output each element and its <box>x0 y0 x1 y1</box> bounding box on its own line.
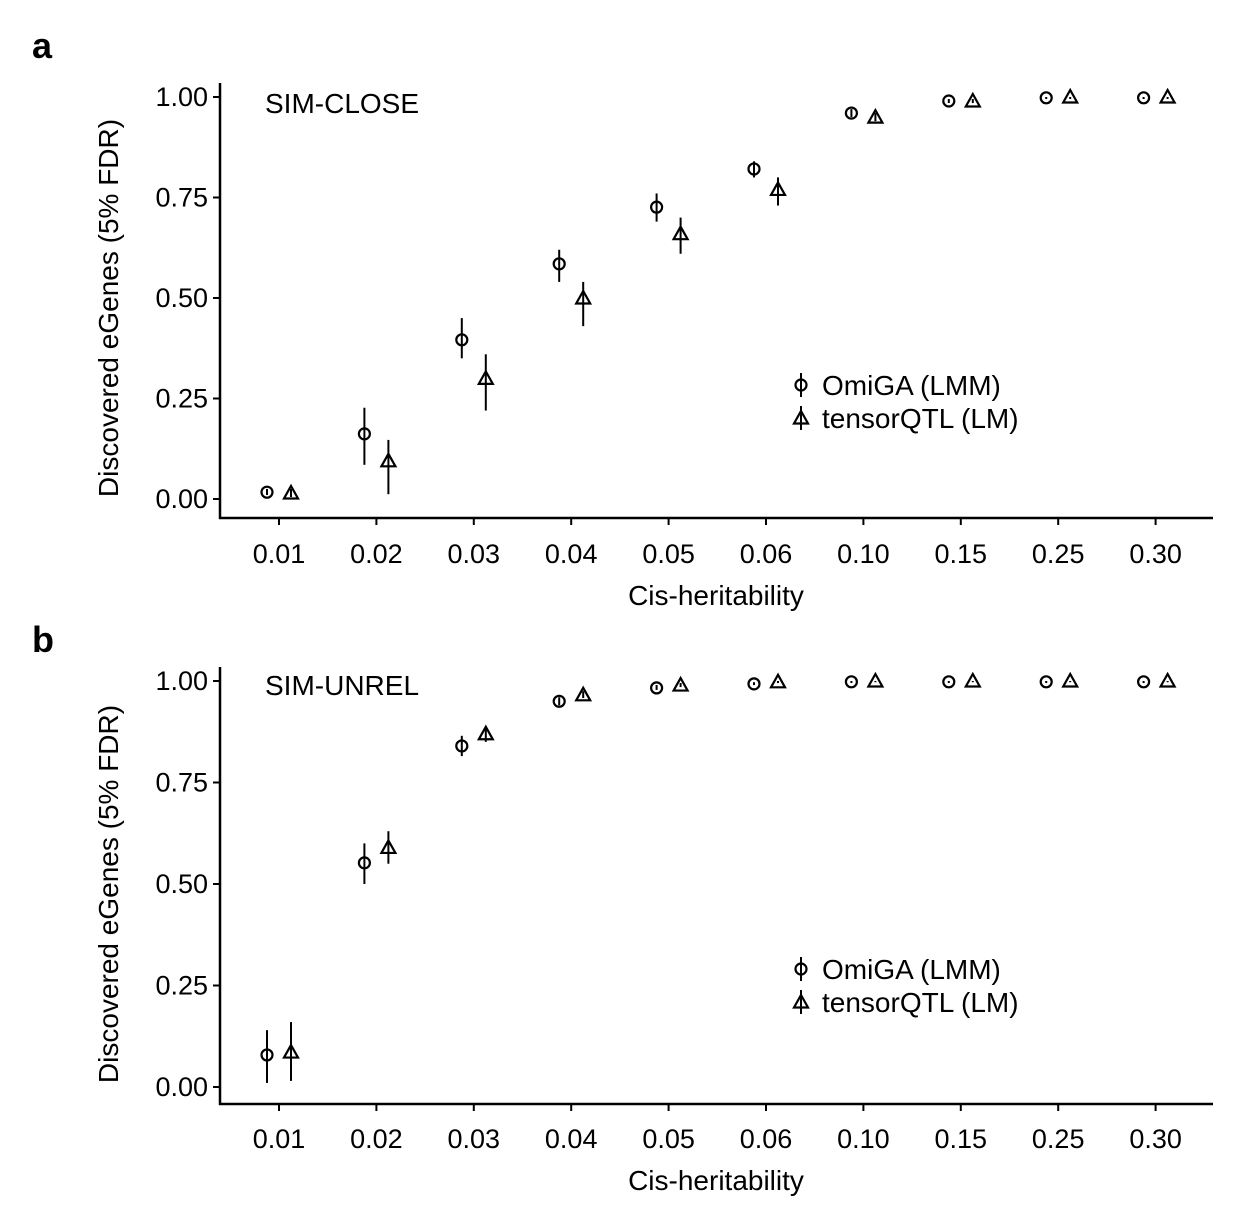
legend-label: tensorQTL (LM) <box>822 403 1019 434</box>
x-tick-label: 0.01 <box>253 1124 306 1154</box>
data-point <box>747 162 761 176</box>
data-point <box>866 671 885 688</box>
data-point <box>357 427 371 441</box>
legend-label: tensorQTL (LM) <box>822 987 1019 1018</box>
data-point <box>282 1042 300 1059</box>
data-point <box>552 694 566 708</box>
y-tick-label: 0.50 <box>155 869 208 899</box>
x-tick-label: 0.05 <box>642 539 695 569</box>
series-omiga <box>260 91 1151 499</box>
data-point <box>671 675 690 692</box>
x-tick-label: 0.02 <box>350 1124 403 1154</box>
y-tick-label: 0.00 <box>155 484 208 514</box>
y-tick-label: 0.75 <box>155 768 208 798</box>
x-axis-label: Cis-heritability <box>628 1165 804 1196</box>
x-tick-label: 0.30 <box>1129 1124 1182 1154</box>
y-tick-label: 1.00 <box>155 666 208 696</box>
data-point <box>942 675 956 689</box>
legend-label: OmiGA (LMM) <box>822 954 1001 985</box>
data-point <box>260 1048 274 1062</box>
x-tick-label: 0.30 <box>1129 539 1182 569</box>
x-tick-label: 0.03 <box>448 539 501 569</box>
legend-circle-icon <box>794 378 808 392</box>
data-point <box>1136 91 1151 105</box>
y-tick-label: 1.00 <box>155 82 208 112</box>
data-point <box>963 671 982 688</box>
data-point <box>1061 671 1080 688</box>
data-point <box>552 257 566 271</box>
x-tick-label: 0.10 <box>837 539 890 569</box>
series-omiga <box>260 675 1151 1083</box>
data-point <box>769 180 787 197</box>
data-point <box>1158 87 1177 104</box>
data-point <box>649 681 664 695</box>
data-point <box>476 724 495 741</box>
data-point <box>455 333 469 347</box>
data-point <box>282 483 300 500</box>
x-tick-label: 0.15 <box>935 1124 988 1154</box>
series-tensorqtl <box>282 671 1177 1081</box>
data-point <box>942 94 956 108</box>
x-tick-label: 0.15 <box>935 539 988 569</box>
x-tick-label: 0.02 <box>350 539 403 569</box>
panel-title: SIM-CLOSE <box>265 88 419 119</box>
y-axis-label: Discovered eGenes (5% FDR) <box>93 705 124 1083</box>
x-tick-label: 0.01 <box>253 539 306 569</box>
legend: OmiGA (LMM)tensorQTL (LM) <box>792 954 1019 1018</box>
data-point <box>844 106 859 120</box>
y-tick-label: 0.50 <box>155 283 208 313</box>
y-tick-label: 0.25 <box>155 971 208 1001</box>
x-tick-label: 0.04 <box>545 1124 598 1154</box>
x-tick-label: 0.05 <box>642 1124 695 1154</box>
legend-label: OmiGA (LMM) <box>822 370 1001 401</box>
data-point <box>1039 91 1053 105</box>
x-tick-label: 0.04 <box>545 539 598 569</box>
data-point <box>574 685 593 702</box>
data-point <box>747 677 761 691</box>
data-point <box>379 838 398 855</box>
x-tick-label: 0.06 <box>740 539 793 569</box>
legend-triangle-icon <box>792 992 810 1009</box>
x-tick-label: 0.06 <box>740 1124 793 1154</box>
data-point <box>476 369 495 385</box>
x-axis-label: Cis-heritability <box>628 580 804 611</box>
data-point <box>1061 87 1080 104</box>
data-point <box>1136 675 1151 689</box>
panel-label: b <box>32 619 54 660</box>
series-tensorqtl <box>282 87 1177 500</box>
legend-circle-icon <box>794 962 808 976</box>
data-point <box>357 856 371 870</box>
y-tick-label: 0.25 <box>155 384 208 414</box>
legend: OmiGA (LMM)tensorQTL (LM) <box>792 370 1019 434</box>
x-tick-label: 0.25 <box>1032 1124 1085 1154</box>
data-point <box>1039 675 1053 689</box>
data-point <box>1158 671 1177 688</box>
panel-label: a <box>32 25 53 66</box>
data-point <box>769 672 787 689</box>
y-axis-label: Discovered eGenes (5% FDR) <box>93 119 124 497</box>
data-point <box>649 200 664 214</box>
x-tick-label: 0.10 <box>837 1124 890 1154</box>
data-point <box>260 485 274 499</box>
data-point <box>844 675 859 689</box>
data-point <box>963 91 982 108</box>
data-point <box>379 451 398 468</box>
data-point <box>574 288 593 305</box>
data-point <box>671 224 690 241</box>
data-point <box>455 739 469 753</box>
y-tick-label: 0.00 <box>155 1072 208 1102</box>
panel-b: b SIM-UNREL 0.00 0.25 0.50 0.75 1.00 0.01 0.02 0.… <box>32 619 1213 1196</box>
x-tick-label: 0.25 <box>1032 539 1085 569</box>
panel-title: SIM-UNREL <box>265 670 419 701</box>
data-point <box>866 107 885 124</box>
legend-triangle-icon <box>792 408 810 425</box>
panel-a: a SIM-CLOSE 0.00 0.25 0.50 0.75 1.00 0.01 0.02 0.… <box>32 25 1213 611</box>
x-tick-label: 0.03 <box>448 1124 501 1154</box>
y-tick-label: 0.75 <box>155 183 208 213</box>
